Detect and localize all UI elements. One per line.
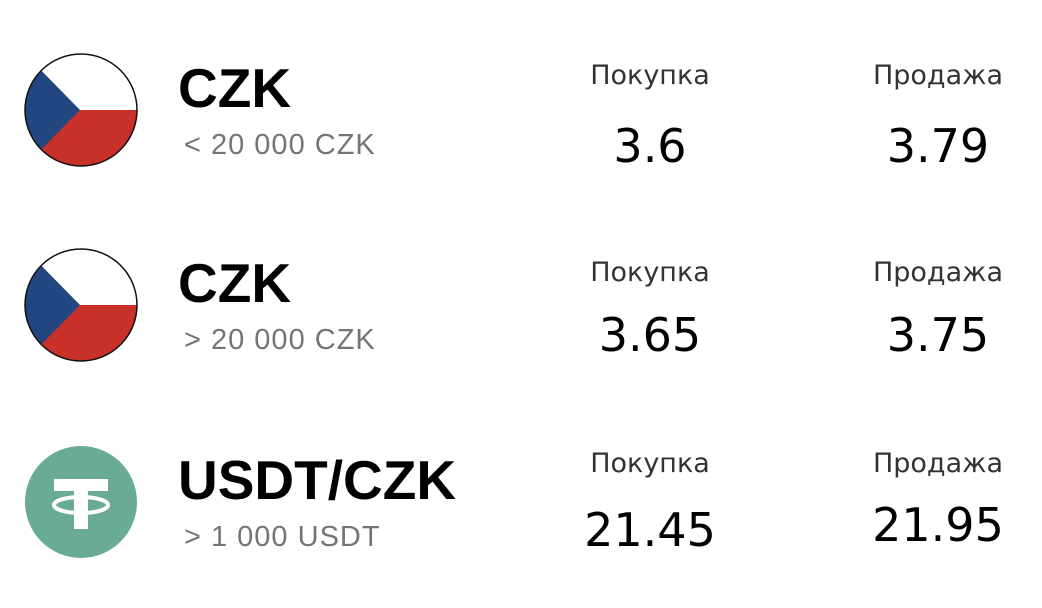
currency-pair: CZK bbox=[178, 57, 292, 119]
sell-rate: 3.79 bbox=[886, 119, 990, 173]
buy-label: Покупка bbox=[590, 257, 710, 288]
amount-limit: < 20 000 CZK bbox=[184, 129, 376, 161]
buy-rate: 3.65 bbox=[598, 308, 702, 362]
czech-flag-icon bbox=[24, 248, 138, 362]
amount-limit: > 20 000 CZK bbox=[184, 324, 376, 356]
amount-limit: > 1 000 USDT bbox=[184, 521, 381, 553]
buy-rate: 3.6 bbox=[613, 119, 687, 173]
buy-rate: 21.45 bbox=[584, 503, 716, 557]
buy-label: Покупка bbox=[590, 60, 710, 91]
czech-flag-icon bbox=[24, 53, 138, 167]
rate-row-czk-large[interactable]: CZK > 20 000 CZK Покупка 3.65 Продажа 3.… bbox=[0, 235, 1042, 375]
currency-pair: CZK bbox=[178, 252, 292, 314]
sell-rate: 3.75 bbox=[886, 308, 990, 362]
sell-label: Продажа bbox=[872, 60, 1004, 91]
sell-label: Продажа bbox=[872, 448, 1004, 479]
buy-label: Покупка bbox=[590, 448, 710, 479]
currency-pair: USDT/CZK bbox=[178, 449, 457, 511]
tether-icon bbox=[24, 445, 138, 559]
sell-label: Продажа bbox=[872, 257, 1004, 288]
sell-rate: 21.95 bbox=[872, 498, 1004, 552]
rate-row-czk-small[interactable]: CZK < 20 000 CZK Покупка 3.6 Продажа 3.7… bbox=[0, 40, 1042, 180]
rate-row-usdt[interactable]: USDT/CZK > 1 000 USDT Покупка 21.45 Прод… bbox=[0, 432, 1042, 572]
